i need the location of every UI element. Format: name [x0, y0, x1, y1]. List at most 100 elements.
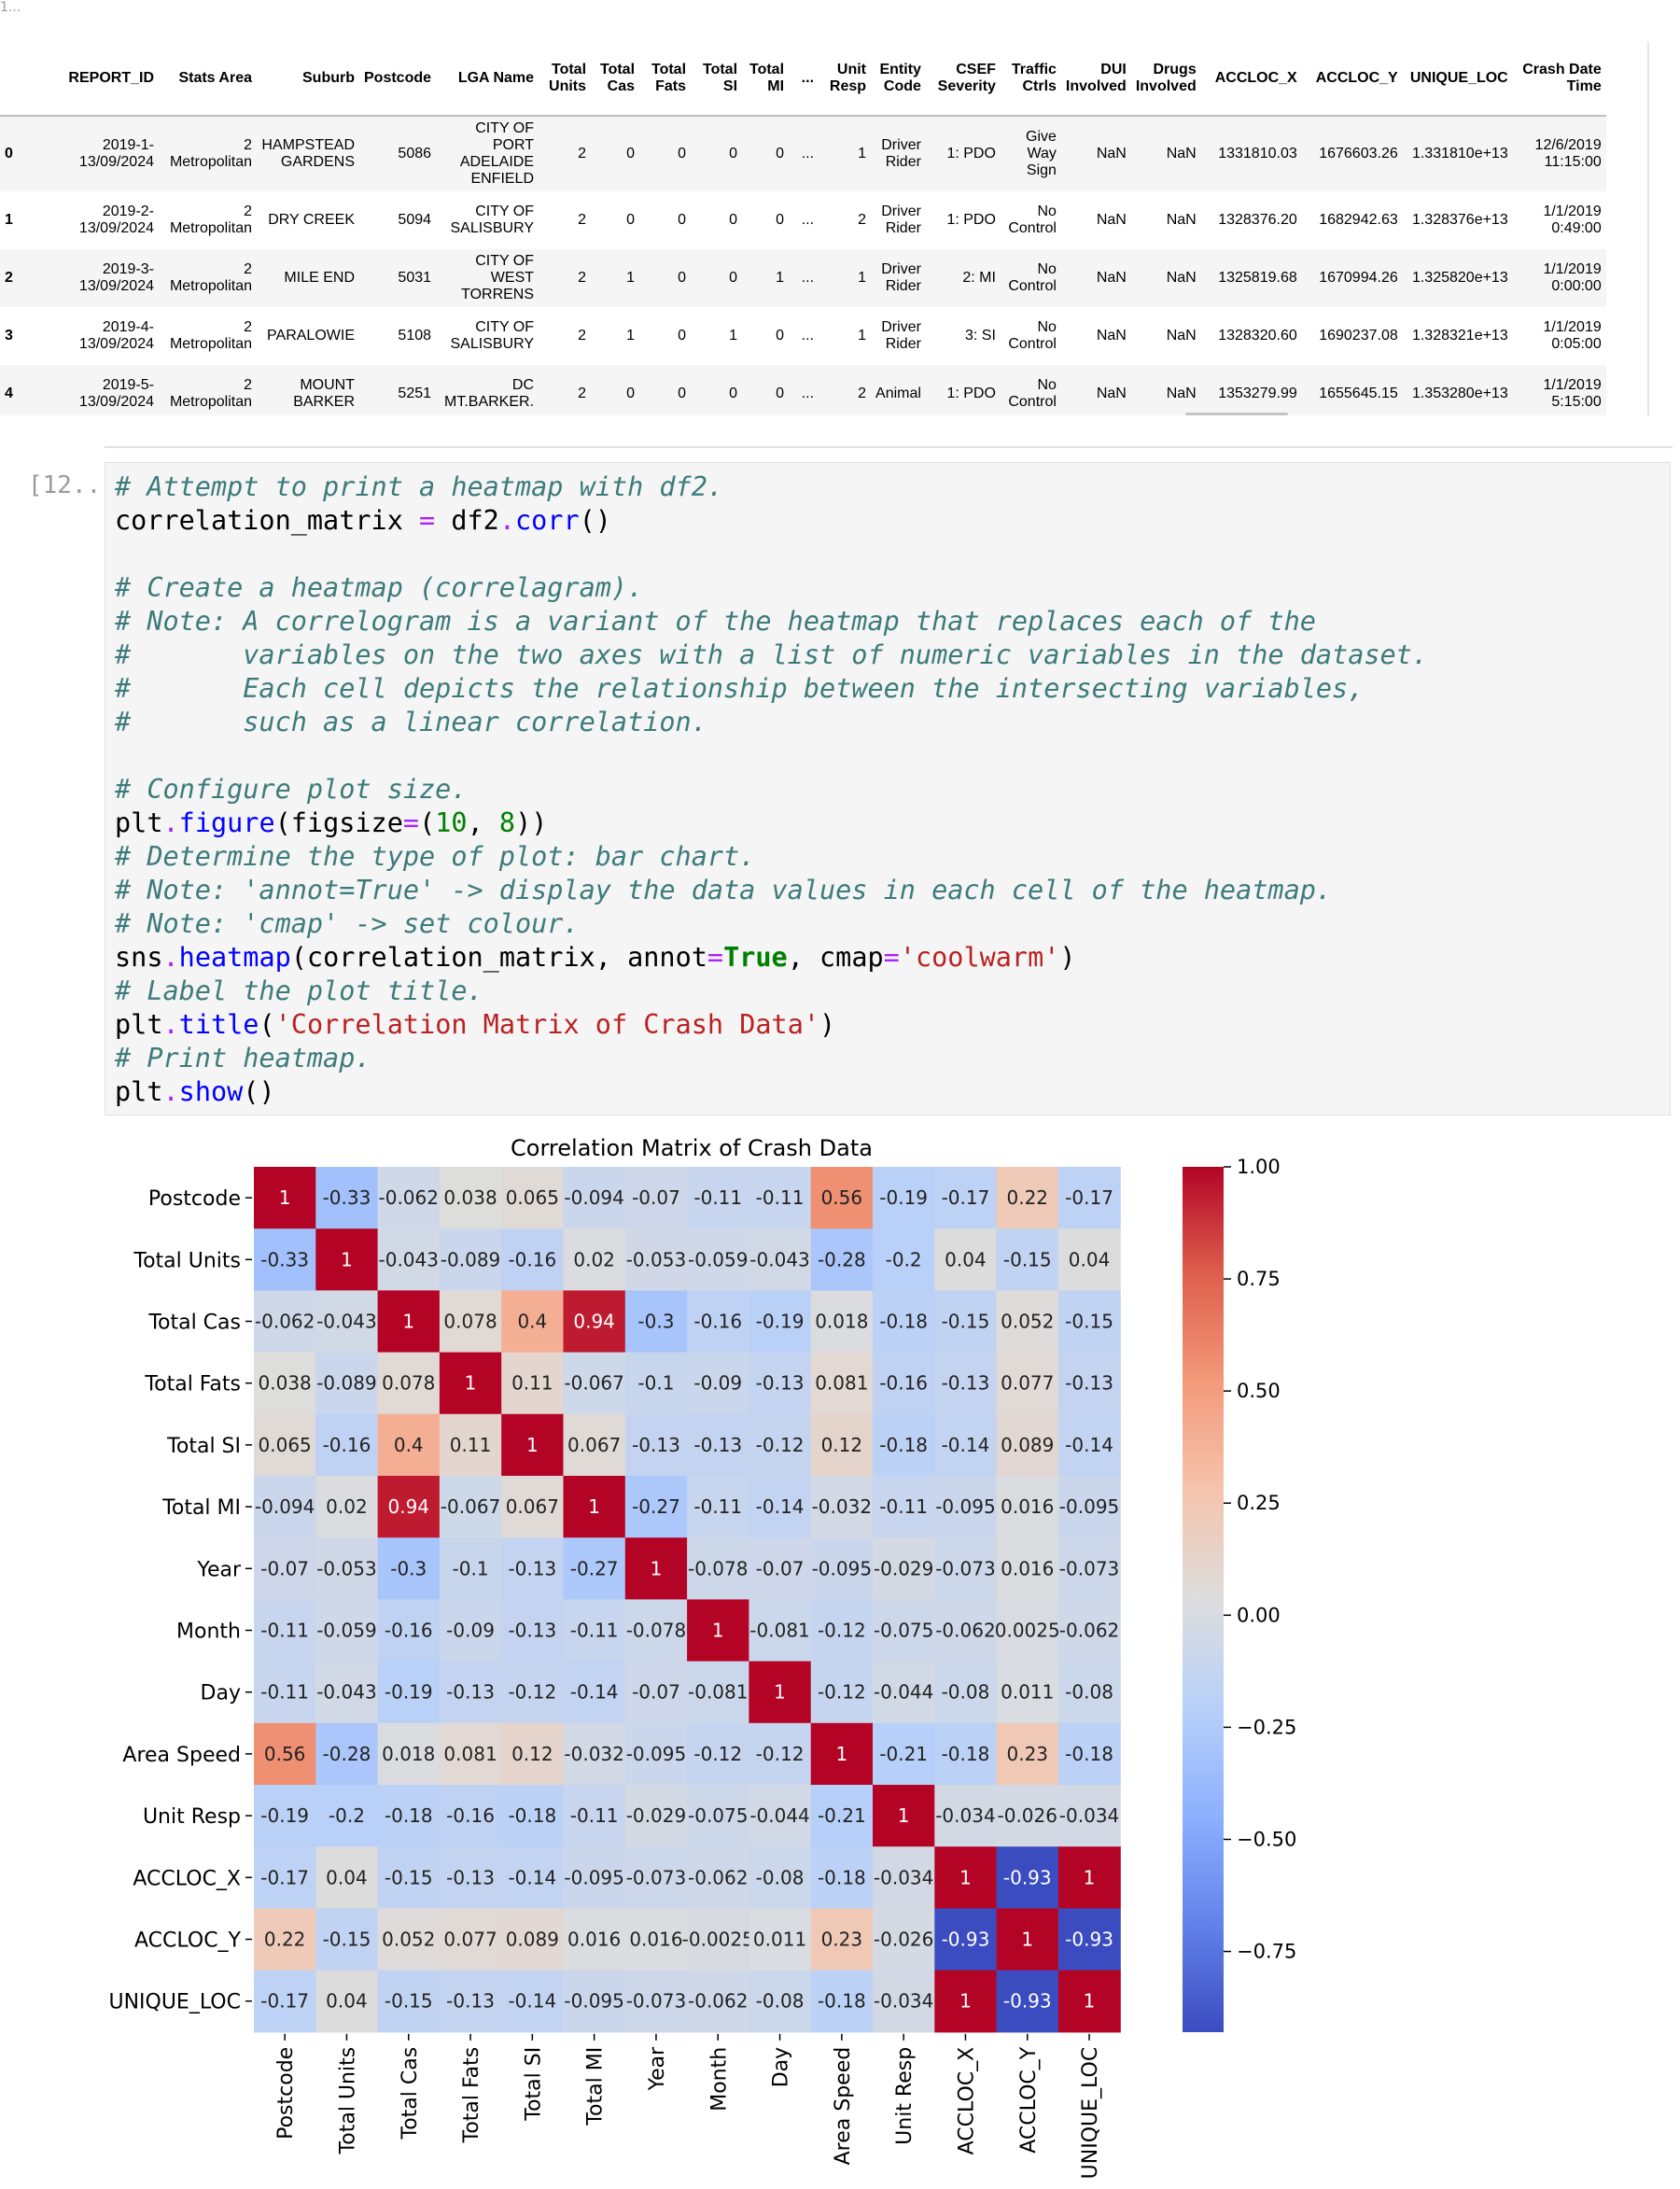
heatmap-cell	[377, 1476, 441, 1538]
table-cell: 2	[578, 212, 587, 228]
cell-annotation: -0.026	[874, 1929, 933, 1951]
code-token: sns	[115, 942, 163, 973]
heatmap-cell	[687, 1846, 749, 1909]
colorbar-tick-label: 0.25	[1237, 1492, 1281, 1514]
heatmap-cell	[934, 1908, 998, 1972]
column-header: Traffic Ctrls	[1000, 42, 1061, 117]
heatmap-cell	[315, 1476, 379, 1538]
column-header: Postcode	[359, 42, 437, 117]
table-cell: NaN	[1166, 212, 1197, 228]
code-token: # Create a heatmap (correlagram).	[115, 572, 644, 603]
table-cell: DRY CREEK	[268, 212, 355, 228]
code-token: # Each cell depicts the relationship bet…	[115, 673, 1365, 704]
cell-annotation: 1	[465, 1372, 477, 1395]
heatmap-cell	[1057, 1970, 1121, 2033]
heatmap-cell	[996, 1599, 1059, 1663]
heatmap-cell	[749, 1661, 812, 1724]
heatmap-cell	[254, 1352, 316, 1415]
table-cell: CITY OF SALISBURY	[450, 203, 535, 236]
code-token: (	[259, 1009, 275, 1040]
y-tick-label: Month	[176, 1621, 241, 1644]
cell-annotation: -0.12	[693, 1743, 742, 1765]
cell-annotation: 0.11	[450, 1434, 492, 1456]
table-cell: 1.325820e+13	[1402, 249, 1513, 307]
cell-annotation: -0.3	[637, 1311, 674, 1333]
cell-annotation: 1	[898, 1804, 910, 1827]
y-tick-label: Day	[201, 1682, 241, 1705]
heatmap-cell	[810, 1537, 874, 1600]
cell-annotation: -0.034	[1059, 1804, 1119, 1827]
heatmap-cell	[254, 1785, 316, 1847]
row-index: 2	[0, 249, 37, 307]
heatmap-cell	[254, 1476, 316, 1538]
horizontal-scrollbar[interactable]	[1185, 413, 1288, 415]
table-cell: ...	[801, 212, 815, 228]
heatmap-cell	[1057, 1599, 1121, 1663]
cell-annotation: -0.13	[508, 1620, 556, 1642]
colorbar-tick-label: −0.50	[1237, 1828, 1296, 1850]
heatmap-cell	[624, 1599, 688, 1663]
cell-annotation: -0.026	[998, 1804, 1057, 1827]
colorbar	[1183, 1167, 1224, 2032]
table-row: 1 2019-2-13/09/2024 2 Metropolitan DRY CREE…	[0, 191, 1606, 249]
table-cell: 1.331810e+13	[1402, 116, 1513, 191]
heatmap-figure: Correlation Matrix of Crash Data 1 -0.33-…	[108, 1135, 1296, 2179]
column-header: Total MI	[742, 42, 790, 117]
colorbar-tick-label: −0.75	[1237, 1941, 1296, 1963]
table-cell: 1/1/2019 5:15:00	[1512, 365, 1606, 415]
heatmap-cell	[873, 1352, 935, 1415]
table-cell: 1670994.26	[1301, 249, 1403, 307]
heatmap-cell	[377, 1846, 441, 1909]
heatmap-cell	[873, 1970, 935, 2033]
heatmap-cell	[996, 1413, 1059, 1477]
heatmap-cell	[687, 1970, 749, 2033]
heatmap-cell	[315, 1722, 379, 1786]
code-token: # Note: 'cmap' -> set colour.	[115, 908, 580, 939]
cell-annotation: 0.018	[815, 1311, 868, 1333]
cell-annotation: 0.02	[326, 1495, 368, 1518]
cell-annotation: 0.94	[573, 1311, 615, 1333]
heatmap-cell	[749, 1413, 812, 1477]
table-cell: 1: PDO	[925, 116, 1001, 191]
cell-annotation: -0.93	[1003, 1990, 1052, 2013]
heatmap-cell	[377, 1722, 441, 1786]
heatmap-cell	[810, 1167, 874, 1229]
table-cell: 1	[858, 328, 867, 344]
cell-annotation: -0.15	[385, 1866, 433, 1888]
cell-annotation: 0.56	[264, 1743, 306, 1765]
heatmap-cell	[624, 1722, 688, 1786]
table-cell: DC MT.BARKER.	[436, 365, 539, 415]
code-token: )	[819, 1009, 836, 1040]
heatmap-cell	[749, 1970, 812, 2033]
heatmap-cell	[254, 1846, 316, 1909]
heatmap-cell	[1057, 1228, 1121, 1291]
cell-annotation: -0.043	[379, 1248, 439, 1270]
heatmap-cell	[624, 1476, 688, 1538]
heatmap-cell	[996, 1228, 1059, 1291]
cell-annotation: -0.28	[323, 1743, 371, 1765]
heatmap-cell	[439, 1970, 502, 2033]
cell-annotation: 0.016	[567, 1929, 621, 1951]
cell-annotation: -0.15	[942, 1311, 990, 1333]
code-cell-editor[interactable]: # Attempt to print a heatmap with df2. c…	[105, 462, 1671, 1116]
table-cell: 0	[639, 365, 692, 415]
table-cell: 5251	[359, 365, 437, 415]
cell-execution-count: [12...	[28, 471, 116, 499]
heatmap-cell	[624, 1846, 688, 1909]
cell-annotation: -0.094	[564, 1186, 623, 1209]
cell-annotation: -0.089	[441, 1248, 500, 1270]
code-token: # Note: 'annot=True' -> display the data…	[115, 875, 1333, 905]
table-cell: 5031	[359, 249, 437, 307]
heatmap-cell	[315, 1290, 379, 1354]
cell-annotation: 0.04	[945, 1248, 987, 1270]
table-cell: 2019-1-13/09/2024	[37, 116, 159, 191]
cell-annotation: 0.038	[443, 1186, 497, 1209]
code-text[interactable]: # Attempt to print a heatmap with df2. c…	[105, 463, 1670, 1109]
cell-annotation: -0.09	[693, 1372, 742, 1395]
cell-annotation: -0.07	[260, 1557, 309, 1579]
heatmap-cell	[439, 1228, 502, 1291]
heatmap-cell	[810, 1290, 874, 1354]
code-token: plt	[115, 1076, 163, 1107]
code-token: correlation_matrix	[115, 505, 420, 536]
code-token: # Label the plot title.	[115, 975, 483, 1006]
